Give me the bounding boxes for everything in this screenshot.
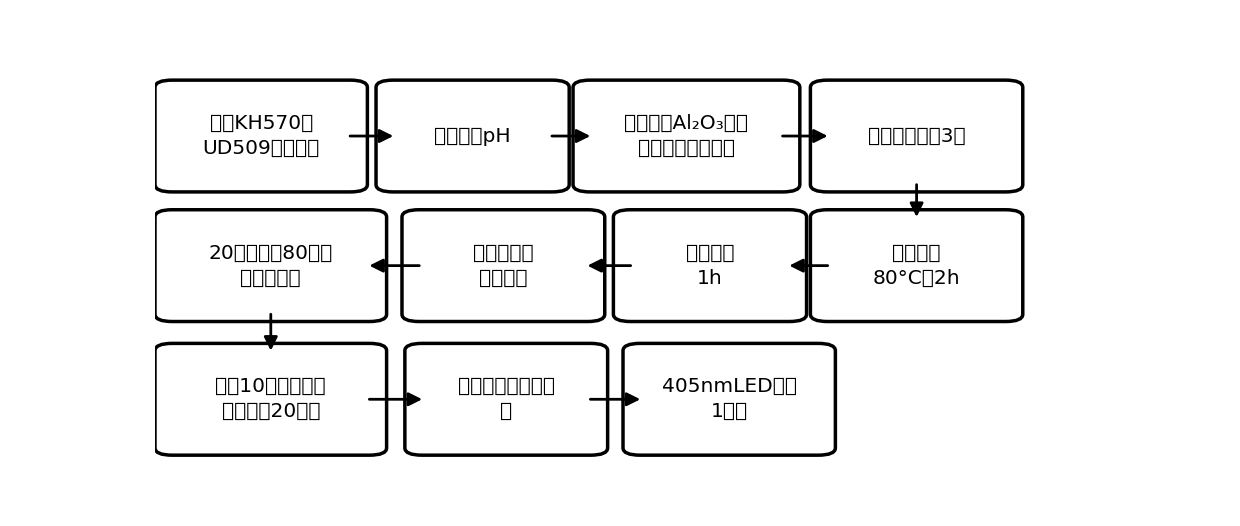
FancyBboxPatch shape — [402, 210, 605, 321]
FancyBboxPatch shape — [573, 80, 800, 192]
FancyBboxPatch shape — [614, 210, 806, 321]
Text: 球磨处理
1h: 球磨处理 1h — [686, 244, 734, 288]
Text: 涂覆在绝缘材料表
面: 涂覆在绝缘材料表 面 — [458, 377, 554, 421]
Text: 20份填料与80份光
敏树脂混合: 20份填料与80份光 敏树脂混合 — [208, 244, 332, 288]
FancyBboxPatch shape — [155, 210, 387, 321]
Text: 真空干燥
80°C，2h: 真空干燥 80°C，2h — [873, 244, 961, 288]
Text: 加入纳米Al₂O₃，水
浴加热、磁力搅拌: 加入纳米Al₂O₃，水 浴加热、磁力搅拌 — [625, 114, 749, 158]
FancyBboxPatch shape — [155, 343, 387, 455]
Text: 配置KH570、
UD509混合溶液: 配置KH570、 UD509混合溶液 — [202, 114, 320, 158]
Text: 乙醇抽滤洗涤3次: 乙醇抽滤洗涤3次 — [868, 127, 966, 146]
Text: 加入10份溶剂，并
超声分散20分钟: 加入10份溶剂，并 超声分散20分钟 — [216, 377, 326, 421]
FancyBboxPatch shape — [622, 343, 836, 455]
FancyBboxPatch shape — [404, 343, 608, 455]
Text: 调节溶液pH: 调节溶液pH — [434, 127, 511, 146]
FancyBboxPatch shape — [376, 80, 569, 192]
FancyBboxPatch shape — [155, 80, 367, 192]
Text: 405nmLED固化
1分钟: 405nmLED固化 1分钟 — [662, 377, 796, 421]
FancyBboxPatch shape — [811, 80, 1023, 192]
Text: 真空干燥后
密封储存: 真空干燥后 密封储存 — [472, 244, 533, 288]
FancyBboxPatch shape — [811, 210, 1023, 321]
